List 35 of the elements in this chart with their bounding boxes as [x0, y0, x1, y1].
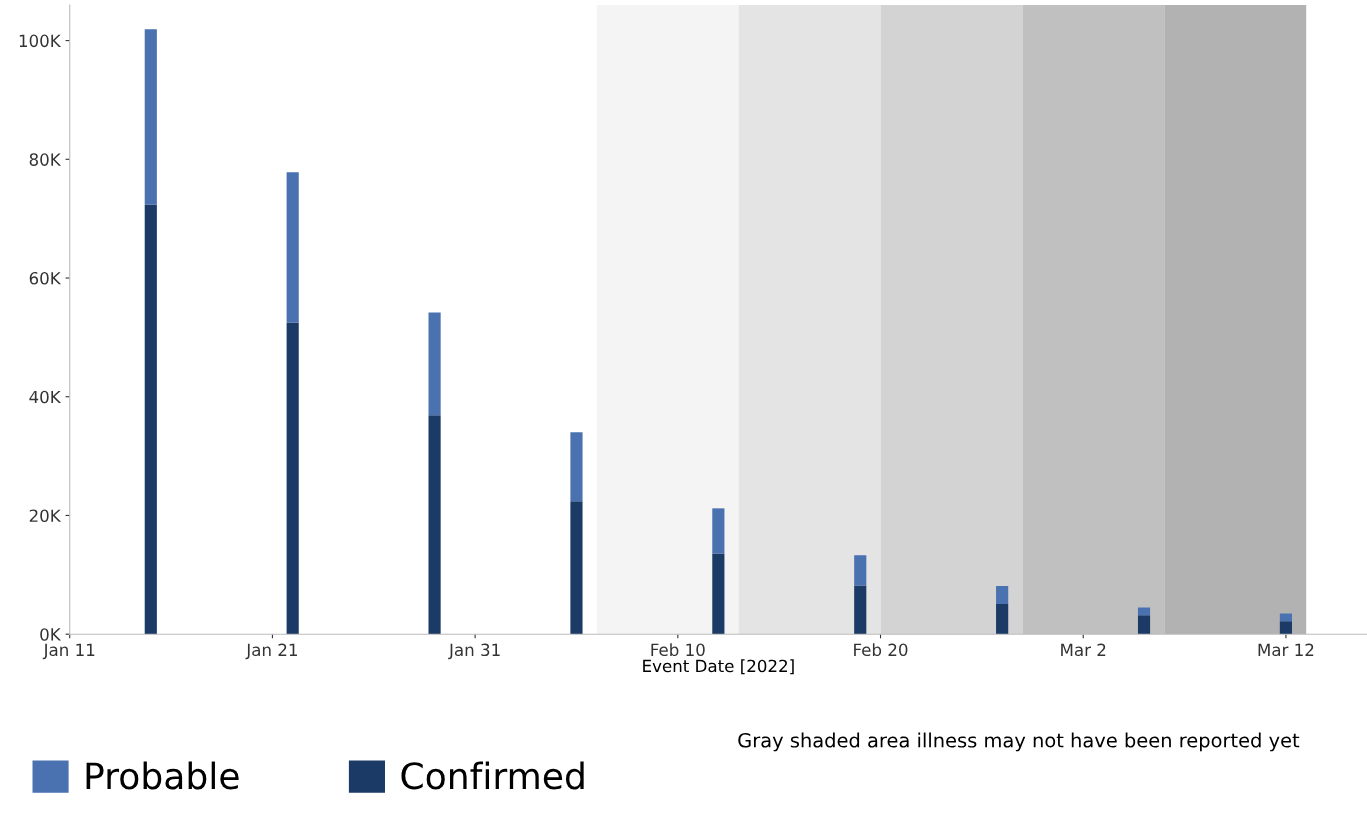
- legend-label: Confirmed: [401, 761, 584, 790]
- bar: [570, 501, 583, 635]
- y-tick-label: 100K: [19, 34, 62, 48]
- bar: [1137, 615, 1151, 635]
- bar: [428, 312, 441, 416]
- x-tick-label: Jan 11: [42, 643, 95, 660]
- text: Gray shaded area illness may not have been reported yet: [738, 732, 1300, 752]
- bar: [996, 603, 1009, 635]
- x-tick-label: Jan 21: [245, 643, 297, 660]
- x-tick-label: Mar 12: [1258, 643, 1314, 657]
- y-tick-label: 0K: [40, 628, 62, 641]
- x-tick-label: Mar 2: [1061, 643, 1106, 657]
- bar: [286, 172, 299, 323]
- bar: [1279, 621, 1292, 635]
- bar: [144, 204, 157, 635]
- bar: [712, 508, 725, 554]
- bar: [996, 586, 1009, 604]
- bar: [428, 415, 441, 635]
- y-tick-label: 60K: [29, 271, 62, 285]
- bar: [1279, 613, 1292, 622]
- bar: [1137, 607, 1151, 616]
- x-tick-label: Feb 10: [651, 643, 705, 657]
- y-tick-label: 40K: [29, 390, 62, 404]
- bar: [854, 555, 867, 586]
- y-tick-label: 80K: [29, 153, 62, 166]
- bar: [854, 585, 867, 635]
- y-tick-label: 20K: [29, 509, 62, 523]
- bar: [712, 553, 725, 635]
- x-tick-label: Feb 20: [854, 643, 908, 657]
- bar: [144, 29, 157, 205]
- x-tick-label: Jan 31: [448, 643, 500, 660]
- bar: [570, 432, 583, 502]
- x-axis-title: Event Date [2022]: [643, 659, 794, 675]
- bar: [286, 322, 299, 635]
- legend-label: Probable: [86, 761, 239, 790]
